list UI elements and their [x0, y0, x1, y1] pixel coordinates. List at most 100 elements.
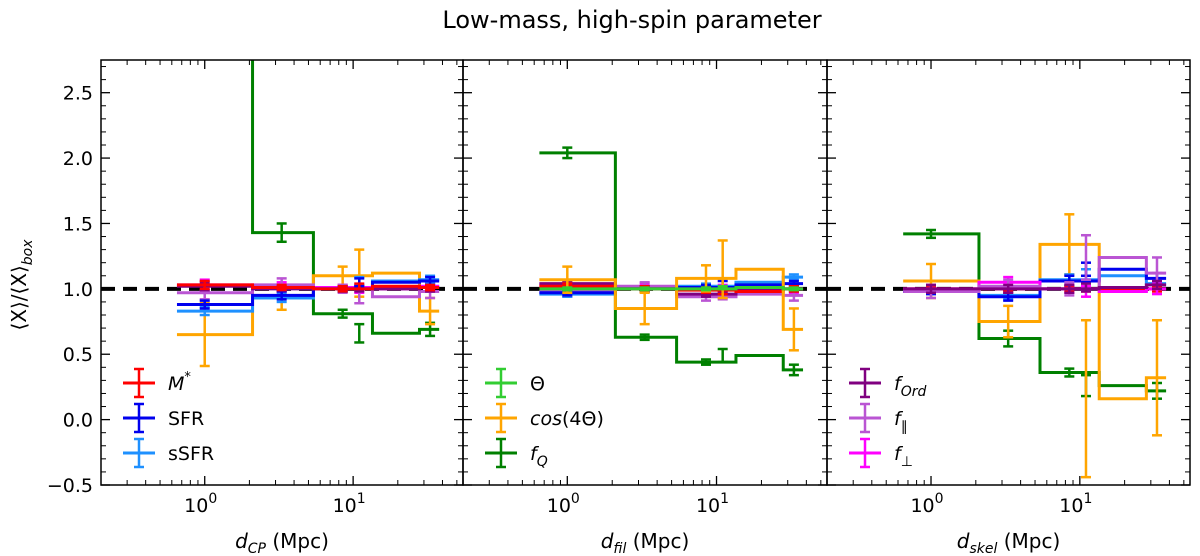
series-step-line	[903, 242, 1167, 401]
series-step-line	[903, 283, 1167, 291]
x-axis-label-sub: skel	[969, 541, 997, 556]
legend-label-main: f	[894, 373, 904, 395]
legend-label-sub: ⊥	[901, 454, 913, 470]
x-tick-exp: 1	[1083, 491, 1092, 507]
legend-label: cos(4Θ)	[530, 408, 604, 430]
legend-item-SFR: SFR	[123, 402, 204, 434]
panel-plot-area	[101, 60, 463, 368]
legend-item-fQ: fQ	[485, 437, 548, 470]
series-fOrd	[903, 279, 1167, 295]
y-axis-label-sub: box	[20, 239, 36, 265]
x-tick-label: 100	[547, 491, 580, 517]
series-fQ	[903, 228, 1167, 400]
legend-item-f_perp: f⊥	[849, 437, 913, 470]
x-tick-base: 10	[1059, 495, 1083, 517]
y-tick-label: 0.0	[63, 410, 93, 432]
y-axis-label-main: ⟨X⟩/⟨X⟩	[7, 265, 31, 330]
legend-label-main: sSFR	[168, 443, 214, 465]
series-M*	[176, 279, 440, 293]
y-tick-label: 2.0	[63, 148, 93, 170]
legend: M* SFR sSFR	[123, 367, 214, 469]
x-axis-label-var: d	[601, 529, 614, 553]
legend-label: SFR	[168, 408, 204, 430]
legend-item-M*: M*	[123, 367, 191, 399]
legend-label-main: f	[530, 443, 540, 465]
series-step-line	[539, 151, 804, 372]
x-axis-label-var: d	[957, 529, 970, 553]
x-tick-exp: 0	[208, 491, 217, 507]
x-tick-label: 100	[910, 491, 943, 517]
x-tick-exp: 1	[357, 491, 366, 507]
x-axis-label: dskel (Mpc)	[957, 529, 1061, 556]
y-tick-label: 2.5	[63, 83, 93, 105]
panel-frame	[462, 59, 828, 486]
x-tick-label: 101	[1059, 491, 1092, 517]
legend-label: f∥	[894, 408, 908, 435]
x-axis-label: dCP (Mpc)	[235, 529, 329, 556]
legend-label: sSFR	[168, 443, 214, 465]
x-axis-label-unit: (Mpc)	[266, 529, 329, 553]
x-axis-label-sub: CP	[248, 541, 267, 556]
x-axis-label: dfil (Mpc)	[601, 529, 690, 556]
legend-label: f⊥	[894, 443, 913, 470]
x-axis-label-var: d	[235, 529, 248, 553]
series-cos4T	[903, 213, 1167, 479]
series-sSFR	[903, 267, 1167, 301]
legend-label-main: f	[894, 443, 904, 465]
x-axis-label-sub: fil	[613, 541, 626, 556]
legend-label-sub: Ord	[901, 384, 927, 400]
y-tick-label: 1.5	[63, 213, 93, 235]
x-tick-label: 101	[696, 491, 729, 517]
chart-title: Low-mass, high-spin parameter	[442, 6, 821, 34]
legend-item-sSFR: sSFR	[123, 437, 214, 469]
x-tick-label: 101	[333, 491, 366, 517]
x-tick-base: 10	[184, 495, 208, 517]
x-axis-label-unit: (Mpc)	[997, 529, 1060, 553]
legend-label-sup: *	[184, 370, 191, 385]
x-tick-exp: 0	[935, 491, 944, 507]
x-tick-base: 10	[696, 495, 720, 517]
y-tick-label: 1.0	[63, 279, 93, 301]
panel-frame	[826, 59, 1191, 486]
panel-plot-area	[463, 146, 827, 377]
legend-label: M*	[168, 370, 191, 395]
legend-label-main: M	[168, 373, 184, 395]
panel-plot-area	[827, 213, 1190, 479]
legend-label: fQ	[530, 443, 548, 470]
legend-label-sub: ∥	[901, 419, 908, 435]
x-tick-base: 10	[910, 495, 934, 517]
legend-label-main: cos	[530, 408, 562, 430]
y-tick-label: −0.5	[47, 475, 93, 497]
x-axis-label-unit: (Mpc)	[626, 529, 689, 553]
legend-label-main: f	[894, 408, 904, 430]
x-tick-label: 100	[184, 491, 217, 517]
legend-label-main: Θ	[530, 373, 545, 395]
legend-label: fOrd	[894, 373, 926, 400]
legend-item-f_par: f∥	[849, 402, 908, 435]
y-axis-label: ⟨X⟩/⟨X⟩box	[7, 239, 36, 331]
series-fQ	[539, 146, 804, 377]
x-tick-base: 10	[547, 495, 571, 517]
legend-label-main: SFR	[168, 408, 204, 430]
legend-label-sub: Q	[537, 454, 548, 470]
y-tick-label: 0.5	[63, 344, 93, 366]
legend-item-fOrd: fOrd	[849, 367, 926, 400]
series-Theta	[539, 284, 804, 292]
x-tick-base: 10	[333, 495, 357, 517]
legend-item-cos4Theta: cos(4Θ)	[485, 402, 604, 434]
series-step-line	[539, 267, 804, 331]
x-tick-exp: 0	[571, 491, 580, 507]
legend-label: Θ	[530, 373, 545, 395]
legend-label-tail: (4Θ)	[562, 408, 604, 430]
series-step-line	[539, 286, 804, 291]
series-cos4T	[176, 248, 440, 368]
legend-item-Theta: Θ	[485, 367, 545, 399]
x-tick-exp: 1	[720, 491, 729, 507]
